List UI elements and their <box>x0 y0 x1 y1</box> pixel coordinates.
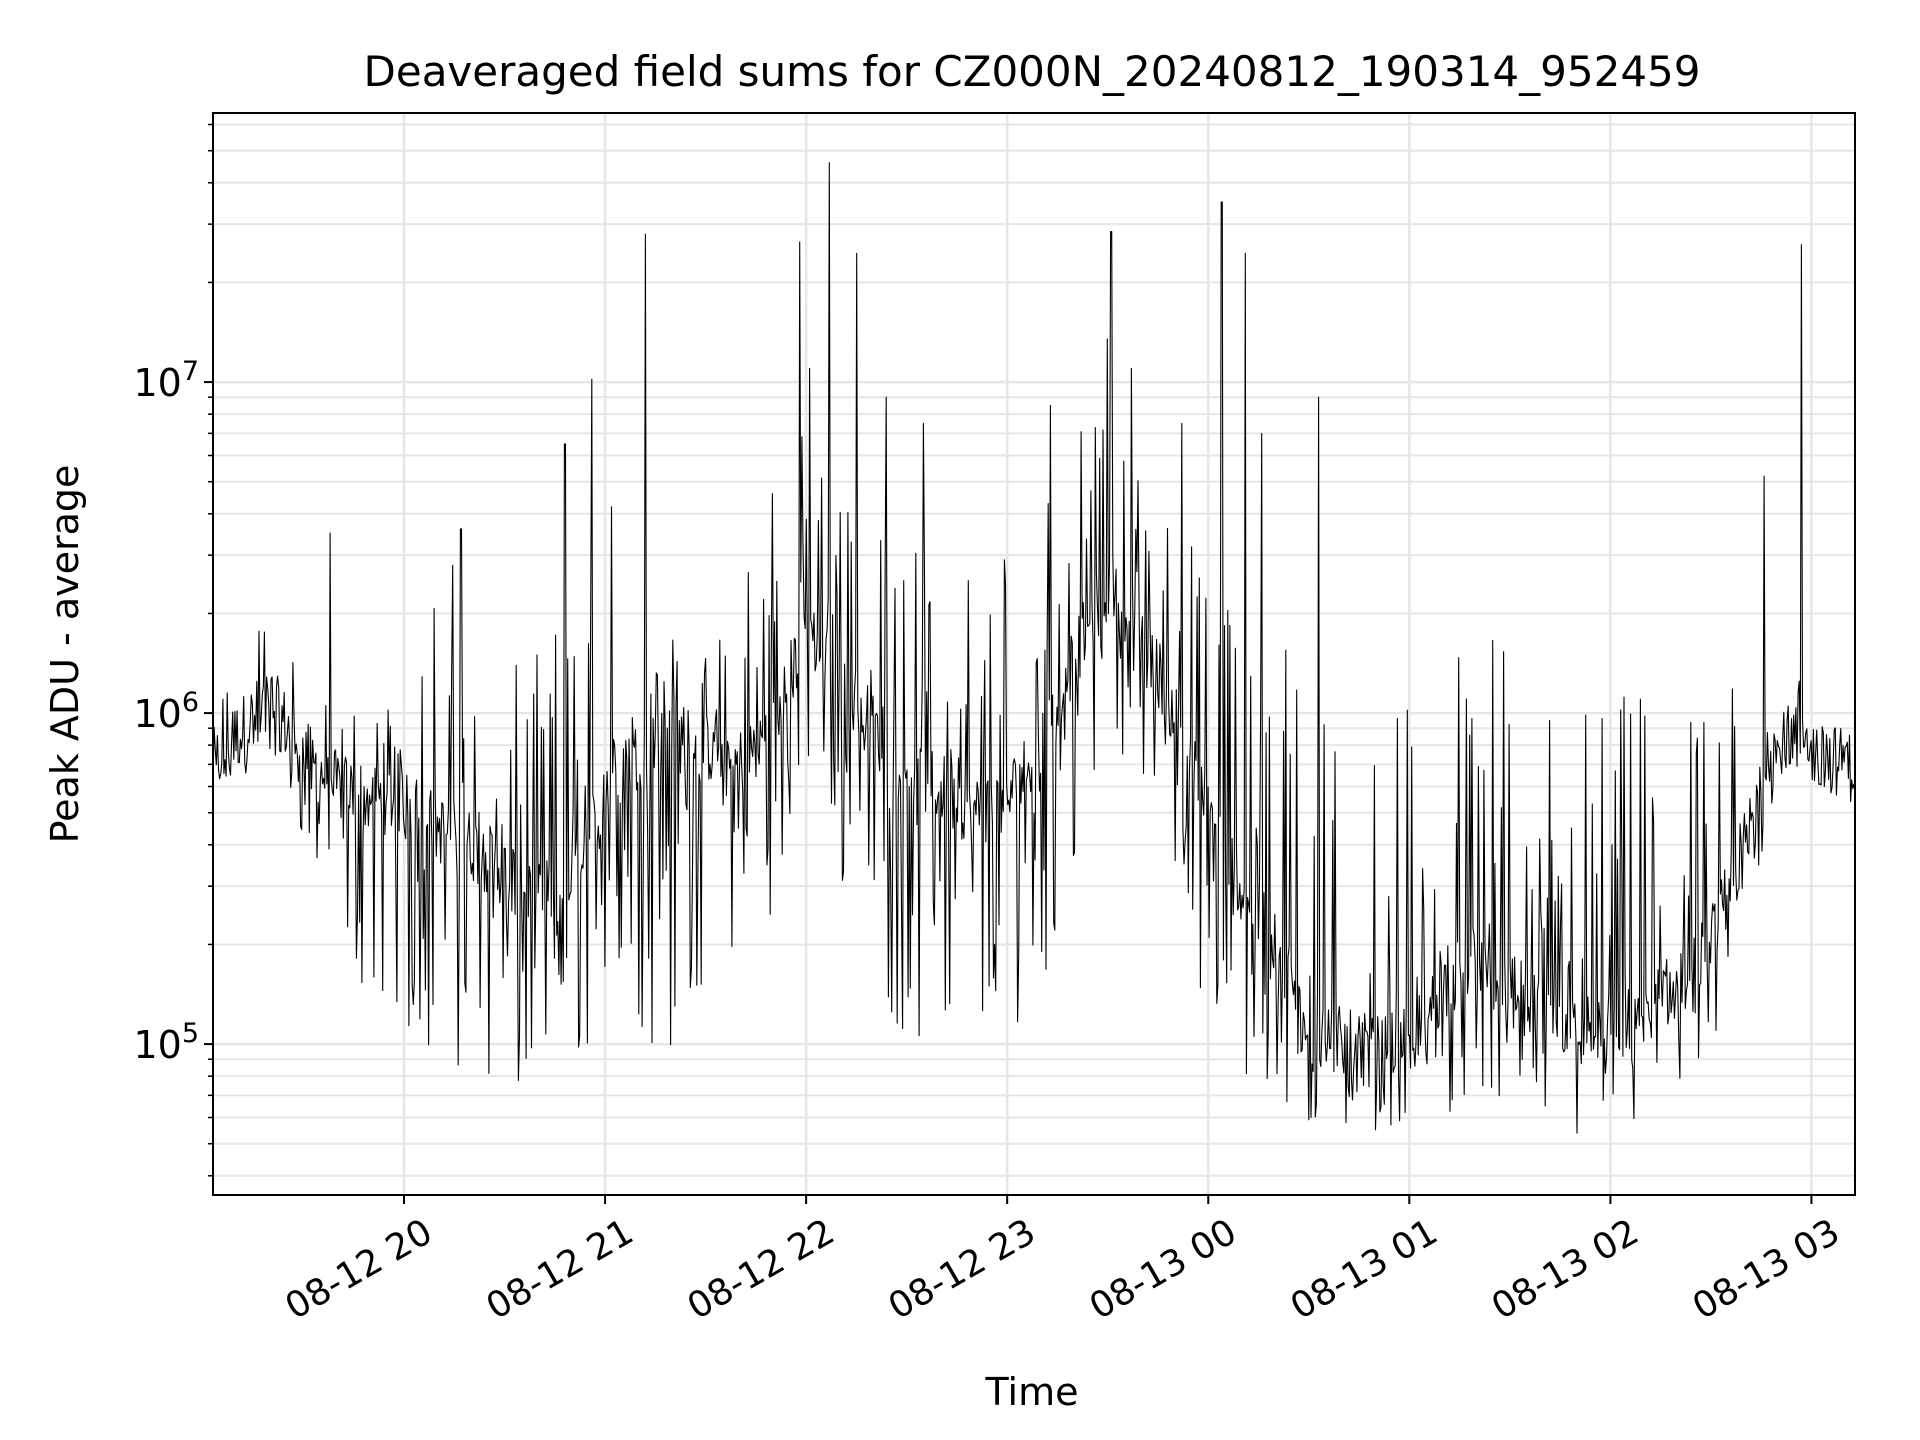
series-line <box>212 162 1856 1134</box>
y-tick-label: 106 <box>133 687 199 736</box>
y-axis: 105 106 107 <box>133 123 213 1177</box>
chart-title: Deaveraged field sums for CZ000N_2024081… <box>364 47 1701 96</box>
series-group <box>212 162 1856 1134</box>
y-axis-label: Peak ADU - average <box>43 465 87 844</box>
y-tick-label: 105 <box>133 1018 199 1067</box>
x-axis-label: Time <box>985 1370 1079 1414</box>
y-tick-label: 107 <box>133 356 199 405</box>
plot-area-frame <box>212 112 1856 1196</box>
